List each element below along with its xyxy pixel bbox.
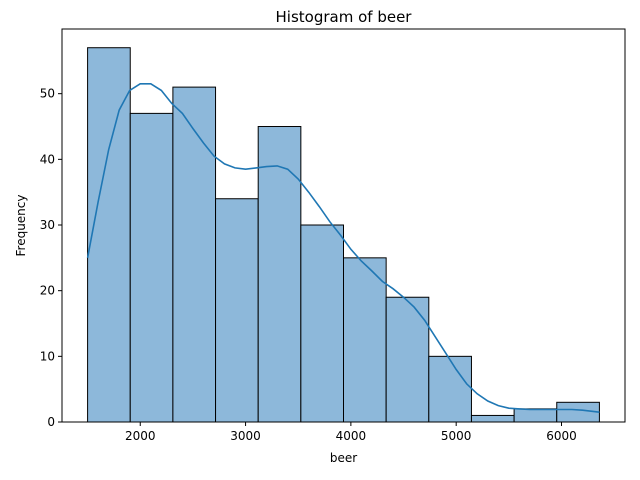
y-tick-label: 20 — [40, 284, 55, 298]
histogram-bar-9 — [428, 355, 472, 423]
histogram-bar-2 — [129, 112, 174, 423]
y-tick-label: 0 — [47, 415, 55, 429]
y-tick-label: 10 — [40, 349, 55, 363]
y-tick-label: 50 — [40, 87, 55, 101]
kde-curve — [86, 83, 600, 413]
x-axis-label: beer — [330, 451, 357, 465]
histogram-bar-8 — [385, 296, 430, 423]
y-tick-label: 40 — [40, 152, 55, 166]
x-tick-label: 5000 — [441, 429, 472, 443]
histogram-bar-11 — [513, 408, 558, 423]
x-tick-label: 6000 — [546, 429, 577, 443]
x-tick-label: 3000 — [230, 429, 261, 443]
histogram-bar-10 — [470, 414, 515, 423]
chart-title: Histogram of beer — [276, 8, 413, 26]
histogram-bars — [87, 47, 600, 423]
histogram-bar-4 — [215, 198, 259, 423]
histogram-bar-3 — [172, 86, 217, 423]
x-tick-label: 2000 — [125, 429, 156, 443]
histogram-bar-1 — [87, 47, 131, 423]
x-tick-label: 4000 — [336, 429, 367, 443]
histogram-bar-6 — [300, 224, 344, 423]
histogram-bar-5 — [257, 126, 302, 423]
y-axis-ticks: 0 10 20 30 40 50 — [40, 87, 62, 429]
y-tick-label: 30 — [40, 218, 55, 232]
x-axis-ticks: 2000 3000 4000 5000 6000 — [125, 422, 577, 443]
histogram-bar-7 — [343, 257, 387, 423]
y-axis-label: Frequency — [14, 195, 28, 257]
